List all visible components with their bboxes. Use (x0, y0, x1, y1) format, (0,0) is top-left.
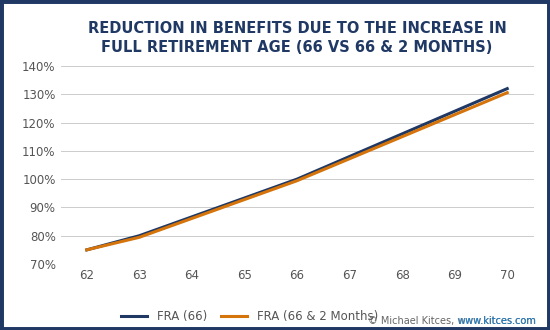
FRA (66) (399, 132, 405, 136)
FRA (66 & 2 Months) (136, 235, 142, 239)
FRA (66 & 2 Months) (346, 157, 353, 161)
FRA (66) (241, 196, 248, 200)
Legend: FRA (66), FRA (66 & 2 Months): FRA (66), FRA (66 & 2 Months) (117, 306, 383, 328)
Text: www.kitces.com: www.kitces.com (458, 316, 536, 326)
Line: FRA (66 & 2 Months): FRA (66 & 2 Months) (87, 93, 507, 250)
Text: © Michael Kitces, www.kitces.com: © Michael Kitces, www.kitces.com (368, 316, 536, 326)
FRA (66 & 2 Months) (399, 135, 405, 139)
FRA (66 & 2 Months) (84, 248, 90, 252)
FRA (66 & 2 Months) (294, 179, 300, 183)
Title: REDUCTION IN BENEFITS DUE TO THE INCREASE IN
FULL RETIREMENT AGE (66 VS 66 & 2 M: REDUCTION IN BENEFITS DUE TO THE INCREAS… (87, 21, 507, 55)
FRA (66 & 2 Months) (189, 216, 195, 220)
FRA (66) (346, 154, 353, 158)
FRA (66) (294, 177, 300, 181)
FRA (66 & 2 Months) (452, 113, 458, 117)
FRA (66) (136, 234, 142, 238)
Line: FRA (66): FRA (66) (87, 89, 507, 250)
FRA (66 & 2 Months) (241, 198, 248, 202)
FRA (66) (189, 215, 195, 219)
FRA (66) (84, 248, 90, 252)
FRA (66) (504, 87, 510, 91)
FRA (66) (452, 109, 458, 113)
FRA (66 & 2 Months) (504, 91, 510, 95)
